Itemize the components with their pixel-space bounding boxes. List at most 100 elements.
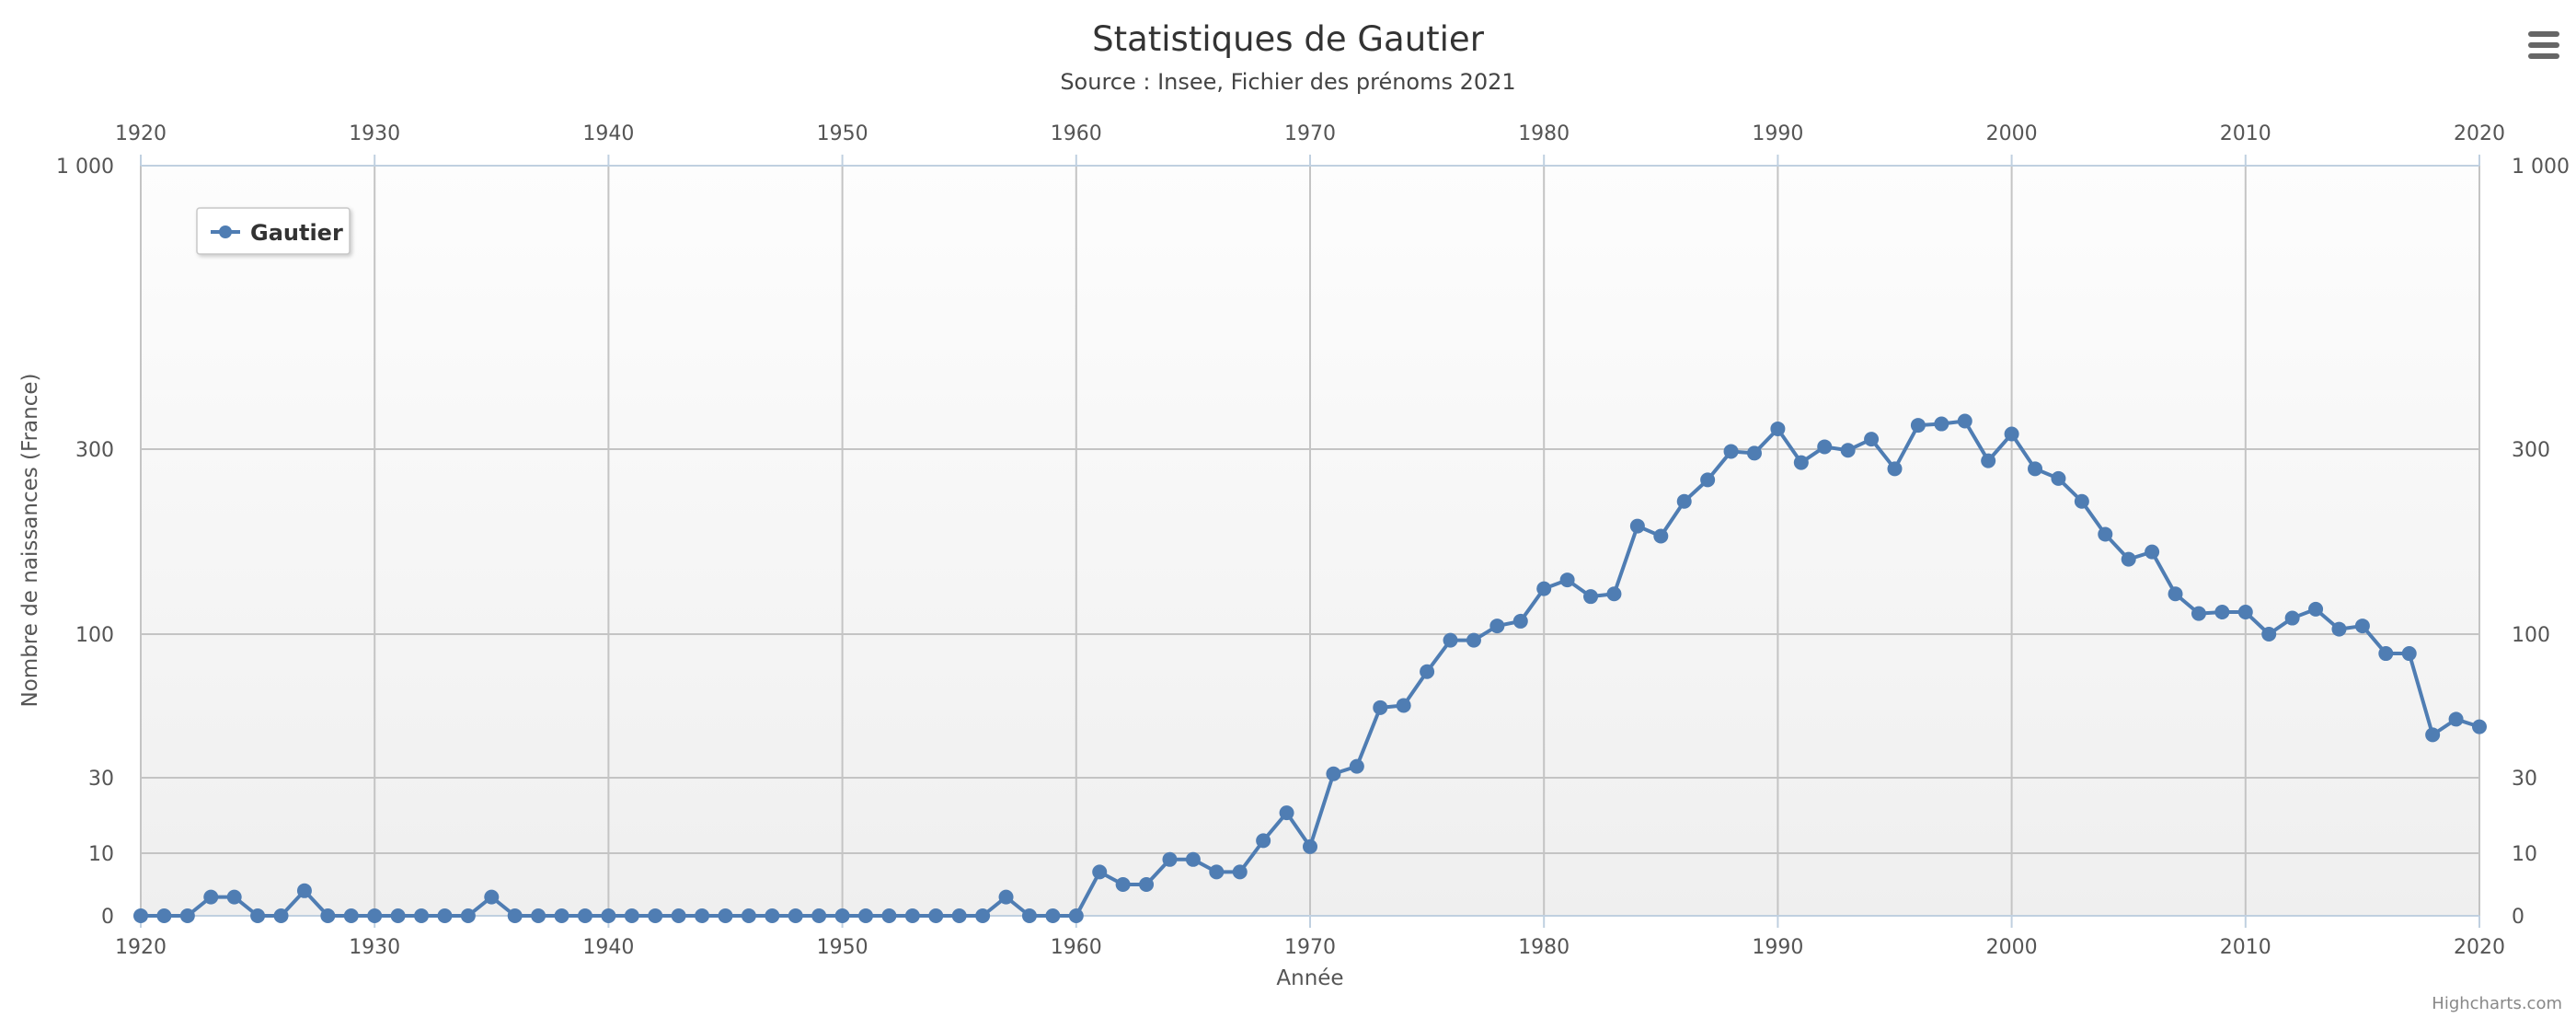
x-tick-label: 1930 [349,936,400,959]
data-point [484,889,500,905]
data-point [203,889,219,905]
y-right-tick-label: 100 [2512,624,2550,647]
data-point [624,908,639,923]
data-point [1373,699,1388,715]
data-point [1559,572,1575,588]
data-point [437,908,453,923]
data-point [1115,877,1131,892]
data-point [2074,493,2089,509]
data-point [648,908,663,923]
data-point [226,889,242,905]
data-point [858,908,874,923]
data-point [1139,877,1155,892]
data-point [320,908,336,923]
data-point [1303,838,1317,854]
data-point [741,908,756,923]
data-point [1793,455,1809,470]
data-point [554,908,569,923]
data-point [2098,526,2113,542]
x-top-tick-label: 1990 [1752,122,1803,145]
y-tick-label: 100 [75,624,114,647]
data-point [273,908,289,923]
data-point [1420,664,1435,679]
data-point [1957,413,1972,429]
data-point [2051,470,2066,486]
data-point [1021,908,1037,923]
y-tick-label: 0 [101,906,114,929]
data-point [2121,551,2136,567]
data-point [671,908,686,923]
data-point [1723,444,1739,459]
y-right-tick-label: 10 [2512,843,2537,866]
data-point [601,908,616,923]
x-top-tick-label: 1940 [582,122,634,145]
grid [140,155,2480,928]
data-point [2378,646,2394,662]
x-tick-label: 2010 [2220,936,2271,959]
y-tick-label: 1 000 [56,156,114,179]
y-axis-title: Nombre de naissances (France) [18,374,42,708]
data-point [507,908,523,923]
data-point [951,908,967,923]
data-point [904,908,920,923]
x-tick-label: 1990 [1752,936,1803,959]
x-tick-label: 1940 [582,936,634,959]
data-point [1209,864,1225,880]
legend-marker-symbol [219,225,232,238]
data-point [811,908,827,923]
data-point [531,908,546,923]
data-point [133,908,148,923]
x-top-tick-label: 2010 [2220,122,2271,145]
data-point [695,908,710,923]
hamburger-menu-icon[interactable] [2528,31,2559,59]
data-point [1326,766,1341,781]
legend-item-gautier[interactable]: Gautier [250,220,343,246]
data-point [1045,908,1061,923]
data-point [1512,613,1528,629]
data-point [390,908,406,923]
data-point [2214,605,2230,620]
data-point [2237,605,2253,620]
data-point [1396,698,1411,713]
data-point [1981,453,1996,468]
legend[interactable]: Gautier [196,207,351,255]
y-tick-label: 30 [88,768,114,791]
x-tick-label: 2020 [2454,936,2505,959]
data-point [1489,619,1505,634]
data-point [1536,581,1552,596]
x-tick-label: 1980 [1518,936,1570,959]
series-gautier [133,413,2487,923]
tick-labels: 1920 1920 1930 1930 1940 1940 1950 1950 1960 1960… [56,122,2570,959]
y-right-tick-label: 300 [2512,439,2550,462]
data-point [2145,544,2160,560]
data-point [343,908,359,923]
data-point [1279,805,1294,821]
data-point [250,908,266,923]
data-point [1092,864,1108,880]
data-point [367,908,383,923]
data-point [1162,851,1178,867]
x-tick-label: 1950 [817,936,868,959]
data-point [718,908,733,923]
chart-title: Statistiques de Gautier [1092,19,1485,59]
data-point [1583,589,1599,605]
data-point [1185,851,1201,867]
data-point [1840,443,1856,458]
data-point [1676,493,1692,509]
data-point [1746,445,1762,461]
y-right-tick-label: 0 [2512,906,2524,929]
data-point [975,908,991,923]
credits-link[interactable]: Highcharts.com [2432,994,2562,1013]
x-top-tick-label: 1920 [115,122,167,145]
data-point [2284,610,2300,626]
data-point [1653,528,1669,544]
x-top-tick-label: 2000 [1986,122,2038,145]
data-point [1864,432,1880,447]
x-top-tick-label: 2020 [2454,122,2505,145]
data-point [788,908,803,923]
x-tick-label: 1920 [115,936,167,959]
x-top-tick-label: 1970 [1284,122,1336,145]
data-point [2425,727,2441,743]
x-top-tick-label: 1950 [817,122,868,145]
